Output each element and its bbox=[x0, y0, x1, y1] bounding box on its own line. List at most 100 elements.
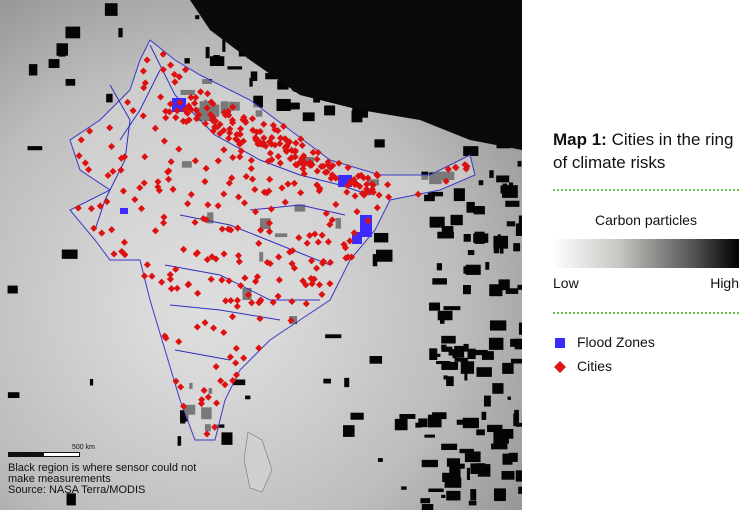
sensor-gap bbox=[350, 412, 364, 420]
city bbox=[193, 323, 201, 331]
sensor-gap bbox=[265, 73, 281, 80]
sensor-gap bbox=[441, 346, 453, 352]
map-notes: Black region is where sensor could not m… bbox=[8, 463, 196, 496]
city bbox=[191, 99, 199, 107]
sensor-gap bbox=[467, 249, 475, 256]
sensor-gap bbox=[89, 378, 94, 386]
city bbox=[235, 258, 243, 266]
city bbox=[229, 153, 237, 162]
city bbox=[214, 202, 222, 210]
sensor-gap bbox=[374, 232, 389, 243]
sensor-gap bbox=[217, 58, 224, 66]
city bbox=[202, 216, 210, 224]
city bbox=[267, 205, 275, 213]
sensor-gap bbox=[401, 486, 407, 490]
city bbox=[414, 190, 422, 198]
sensor-gap bbox=[441, 443, 458, 451]
sensor-gap bbox=[443, 306, 461, 311]
city bbox=[271, 125, 279, 134]
sensor-gap bbox=[222, 39, 226, 52]
city bbox=[220, 328, 228, 337]
city bbox=[220, 190, 228, 198]
sensor-gap bbox=[518, 215, 522, 227]
city bbox=[214, 157, 222, 165]
city bbox=[266, 138, 274, 146]
city bbox=[166, 271, 174, 279]
city bbox=[129, 107, 137, 115]
city bbox=[280, 122, 288, 130]
city bbox=[237, 125, 245, 133]
city bbox=[313, 181, 321, 189]
sensor-gap bbox=[476, 429, 485, 436]
city bbox=[228, 174, 236, 182]
sensor-gap bbox=[453, 188, 465, 202]
city bbox=[275, 253, 283, 261]
city bbox=[375, 191, 383, 199]
city bbox=[161, 332, 169, 340]
city bbox=[217, 377, 225, 385]
sensor-gap bbox=[515, 422, 522, 427]
city bbox=[175, 73, 183, 81]
sensor-gap bbox=[377, 458, 383, 462]
sensor-gap bbox=[428, 488, 444, 493]
city bbox=[221, 381, 229, 389]
city bbox=[151, 124, 159, 132]
city bbox=[109, 167, 117, 175]
city bbox=[187, 190, 195, 199]
city bbox=[385, 193, 393, 201]
city bbox=[350, 229, 358, 237]
city bbox=[203, 256, 211, 264]
city bbox=[180, 402, 188, 410]
sensor-gap bbox=[394, 418, 408, 431]
sensor-gap bbox=[118, 28, 123, 38]
city bbox=[220, 146, 228, 154]
divider bbox=[553, 312, 739, 314]
city bbox=[276, 159, 284, 167]
city bbox=[318, 231, 326, 239]
sensor-gap bbox=[441, 335, 456, 344]
city bbox=[298, 155, 306, 163]
sensor-gap bbox=[489, 284, 503, 297]
city bbox=[266, 175, 274, 183]
city bbox=[288, 260, 296, 268]
city bbox=[247, 156, 255, 164]
sensor-gap bbox=[27, 146, 43, 151]
city bbox=[268, 156, 276, 164]
city bbox=[234, 252, 243, 260]
city bbox=[237, 282, 245, 290]
city bbox=[209, 100, 217, 108]
city bbox=[124, 98, 132, 106]
city bbox=[318, 290, 326, 299]
city bbox=[233, 302, 241, 310]
city bbox=[284, 180, 292, 188]
city bbox=[216, 130, 224, 138]
city bbox=[300, 170, 308, 178]
sensor-gap bbox=[432, 412, 447, 420]
city bbox=[233, 296, 241, 304]
sensor-gap bbox=[446, 376, 454, 387]
city bbox=[288, 146, 296, 154]
city bbox=[353, 208, 361, 216]
sensor-gap bbox=[429, 302, 441, 311]
sensor-gap bbox=[283, 102, 300, 110]
sensor-gap bbox=[209, 56, 225, 67]
city bbox=[166, 275, 174, 283]
sensor-gap bbox=[213, 55, 220, 59]
city bbox=[298, 141, 306, 149]
city bbox=[247, 164, 255, 173]
city bbox=[104, 171, 112, 179]
city bbox=[187, 105, 195, 114]
color-scale bbox=[553, 239, 739, 268]
city bbox=[306, 161, 314, 170]
sensor-gap bbox=[513, 243, 521, 252]
city bbox=[139, 112, 147, 120]
city bbox=[200, 386, 208, 394]
scale-label: 500 km bbox=[72, 444, 95, 451]
cities bbox=[74, 50, 471, 438]
city bbox=[228, 313, 237, 321]
city bbox=[86, 127, 94, 135]
city bbox=[201, 120, 209, 128]
sensor-gap bbox=[302, 112, 315, 122]
city bbox=[332, 200, 340, 208]
sensor-gap bbox=[424, 434, 435, 438]
